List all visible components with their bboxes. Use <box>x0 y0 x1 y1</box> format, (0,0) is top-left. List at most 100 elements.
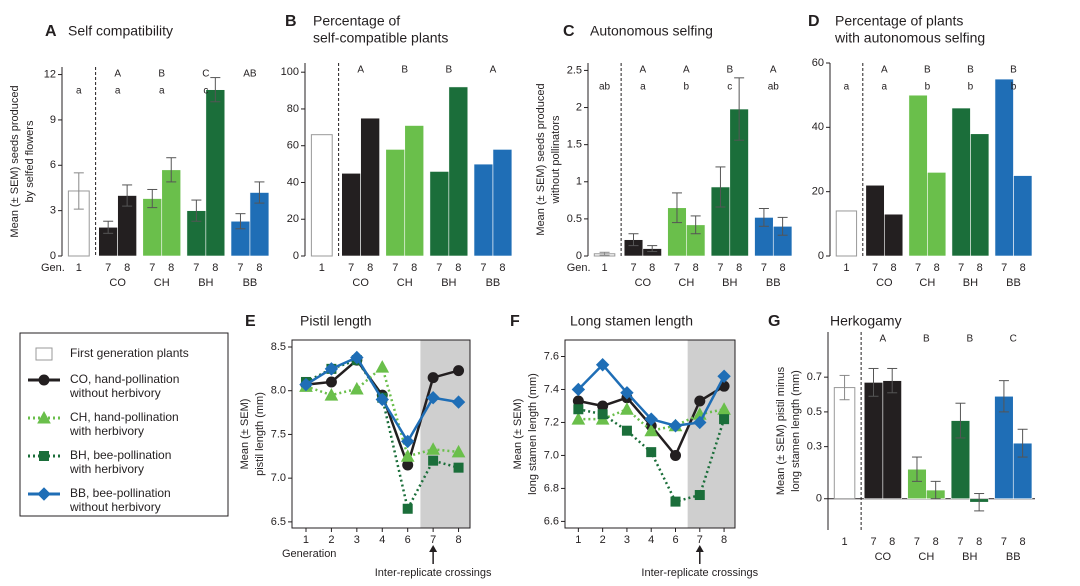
y-axis-label: Mean (± SEM) <box>239 399 251 470</box>
error-bar <box>690 215 701 235</box>
point <box>426 391 440 405</box>
x-tick-label: 7 <box>958 262 964 274</box>
error-bar <box>235 213 246 230</box>
error-bar <box>887 367 898 394</box>
point <box>595 358 610 372</box>
significance-letter: b <box>968 82 974 93</box>
y-tick-label: 7.2 <box>544 416 559 428</box>
x-tick-label: 8 <box>1020 262 1026 274</box>
group-label: BB <box>766 277 781 289</box>
y-tick-label: 100 <box>281 66 299 78</box>
point <box>621 425 632 436</box>
x-tick-label: 8 <box>649 262 655 274</box>
y-tick-label: 60 <box>287 140 299 152</box>
significance-letter: A <box>640 65 647 76</box>
x-tick-label: 7 <box>914 536 920 548</box>
point <box>670 449 681 461</box>
significance-letter: B <box>1010 65 1017 76</box>
x-tick-label: 4 <box>379 534 385 546</box>
error-bar <box>73 172 84 210</box>
y-tick-label: 0.5 <box>567 213 582 225</box>
x-tick-label: 1 <box>76 262 82 274</box>
x-tick-label: 1 <box>843 262 849 274</box>
significance-letter: A <box>770 65 777 76</box>
bar <box>951 107 971 257</box>
group-label: CO <box>635 277 652 289</box>
point <box>571 382 586 397</box>
significance-letter: A <box>357 65 364 76</box>
significance-letter: a <box>640 82 646 93</box>
panel-title: Pistil length <box>300 313 372 329</box>
x-tick-label: 1 <box>841 536 847 548</box>
legend-label: with herbivory <box>69 424 144 438</box>
x-tick-label: 7 <box>674 262 680 274</box>
panel-letter: F <box>510 313 520 330</box>
significance-letter: B <box>967 65 974 76</box>
y-tick-label: 0.5 <box>807 406 822 418</box>
y-axis-label: Mean (± SEM) pistil minus <box>775 366 787 495</box>
y-tick-label: 1.5 <box>567 139 582 151</box>
y-tick-label: 2 <box>576 101 582 113</box>
legend-label: BB, bee-pollination <box>70 486 171 500</box>
point <box>350 350 364 365</box>
significance-letter: a <box>159 86 165 97</box>
significance-letter: ab <box>768 82 780 93</box>
significance-letter: a <box>844 82 850 93</box>
y-tick-label: 3 <box>50 205 56 217</box>
significance-letter: B <box>923 334 930 345</box>
bar <box>884 213 904 257</box>
x-tick-label: 7 <box>149 262 155 274</box>
y-tick-label: 6 <box>50 159 56 171</box>
x-tick-label: 8 <box>889 536 895 548</box>
bar <box>448 86 469 257</box>
x-tick-label: 7 <box>1001 536 1007 548</box>
point <box>693 415 707 430</box>
group-label: CO <box>109 277 126 289</box>
arrow-head <box>429 545 438 552</box>
y-tick-label: 12 <box>44 68 56 80</box>
point <box>620 386 634 400</box>
point <box>35 347 53 361</box>
bar <box>908 94 928 257</box>
point <box>670 496 681 507</box>
x-tick-label: 4 <box>648 534 654 546</box>
x-tick-label: 7 <box>480 262 486 274</box>
x-tick-label: 8 <box>367 262 373 274</box>
x-tick-label: 1 <box>303 534 309 546</box>
x-tick-label: 8 <box>693 262 699 274</box>
x-tick-label: 8 <box>977 262 983 274</box>
point <box>451 395 466 409</box>
error-bar <box>191 199 202 222</box>
error-bar <box>715 166 726 208</box>
significance-letter: C <box>202 69 209 80</box>
point <box>646 447 657 458</box>
significance-letter: B <box>726 65 733 76</box>
y-tick-label: 1 <box>576 176 582 188</box>
bar <box>882 380 902 500</box>
significance-letter: c <box>727 82 732 93</box>
x-tick-label: 6 <box>405 534 411 546</box>
x-tick-label: 8 <box>124 262 130 274</box>
x-tick-label: 7 <box>105 262 111 274</box>
point <box>375 360 390 373</box>
x-tick-label: 7 <box>870 536 876 548</box>
x-tick-label: 3 <box>624 534 630 546</box>
plot-frame <box>291 339 471 529</box>
x-tick-label: 1 <box>575 534 581 546</box>
point <box>668 419 683 433</box>
y-tick-label: 7.4 <box>544 383 559 395</box>
arrow-head <box>695 545 704 552</box>
significance-letter: A <box>880 334 887 345</box>
legend-label: CH, hand-pollination <box>70 410 179 424</box>
error-bar <box>628 233 639 247</box>
y-axis-label: without pollinators <box>550 115 562 205</box>
y-tick-label: 0.7 <box>807 371 822 383</box>
y-tick-label: 8.0 <box>271 385 286 397</box>
error-bar <box>1017 428 1028 458</box>
group-label: BH <box>963 277 978 289</box>
panel-letter: E <box>245 313 256 330</box>
x-tick-label: 8 <box>455 262 461 274</box>
point <box>694 490 705 501</box>
bar <box>492 149 513 257</box>
